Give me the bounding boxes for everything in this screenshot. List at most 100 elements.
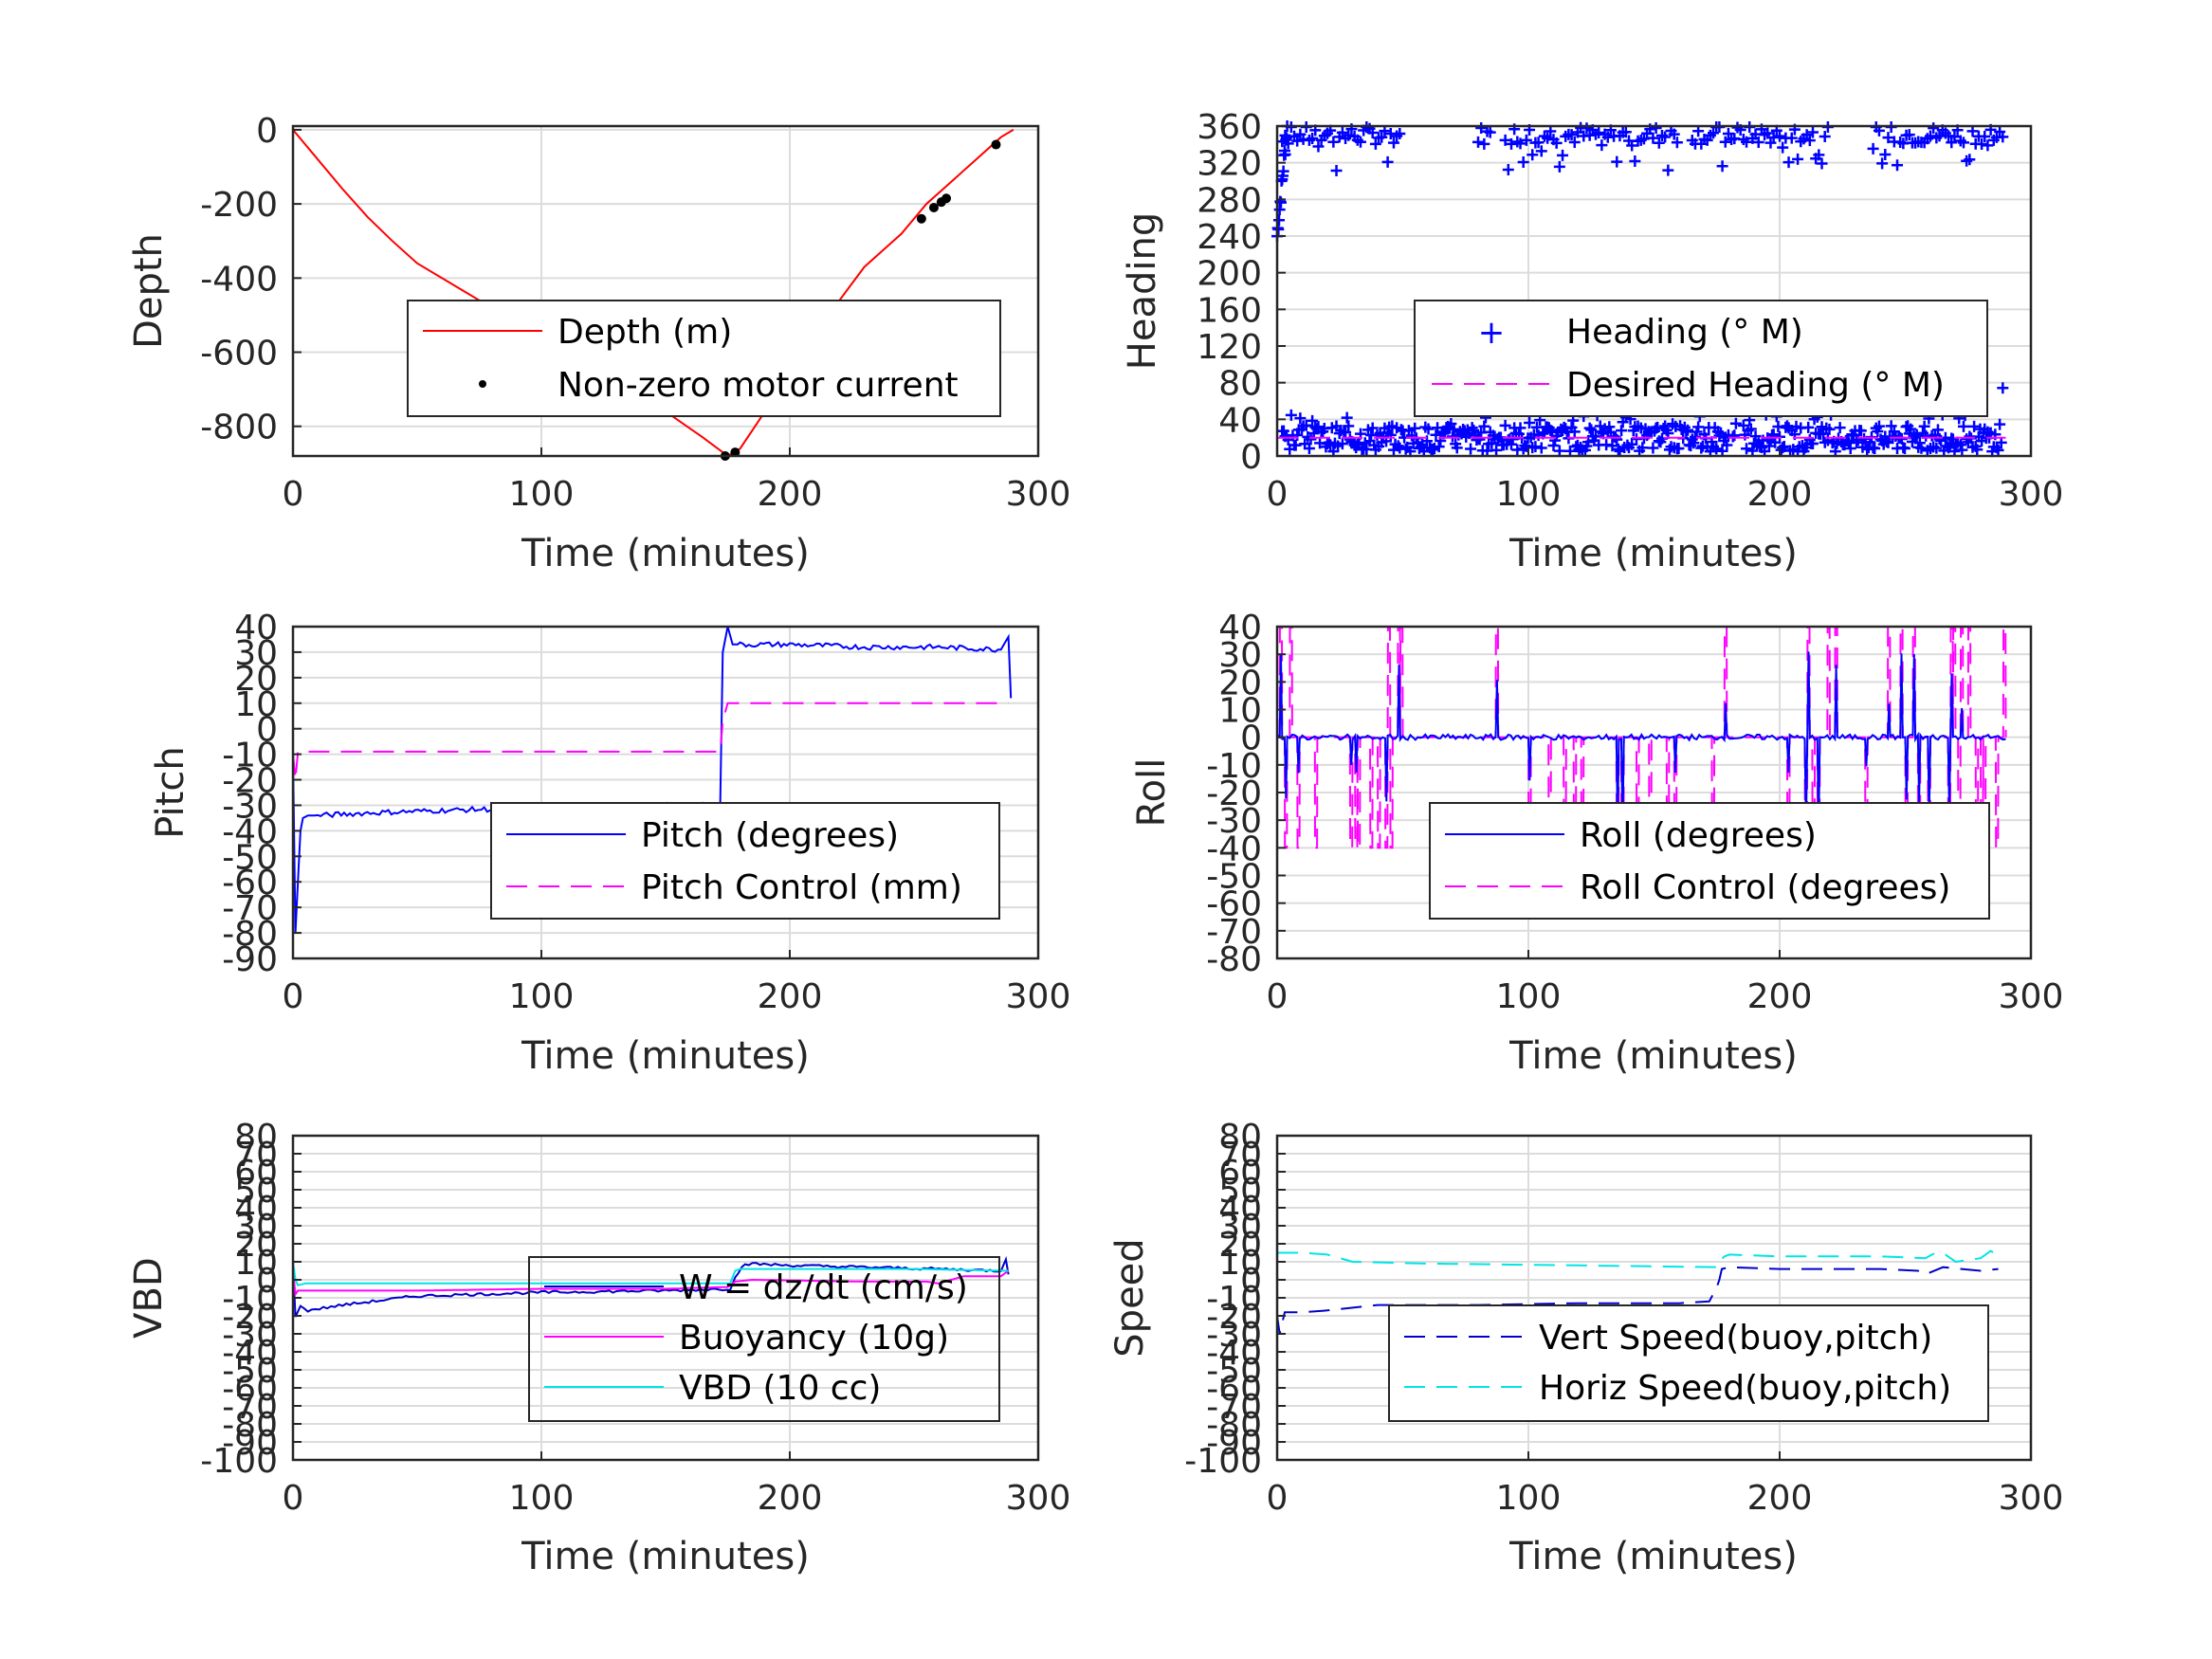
heading-point xyxy=(1671,137,1683,149)
heading-point xyxy=(1565,129,1578,141)
y-axis-label: VBD xyxy=(127,1257,171,1339)
heading-point xyxy=(1928,122,1940,135)
heading-point xyxy=(1782,156,1795,169)
heading-point xyxy=(1490,444,1503,456)
y-tick-label: 30 xyxy=(1218,1208,1262,1247)
y-tick-label: 80 xyxy=(234,1118,278,1157)
heading-point xyxy=(1746,445,1759,457)
heading-point xyxy=(1612,443,1624,455)
y-axis-label: Heading xyxy=(1121,212,1164,370)
y-tick-label: -30 xyxy=(1206,802,1262,841)
heading-point xyxy=(1913,437,1926,449)
panel-speed: 0 100 200 30080706050403020100-10-20-30-40-… xyxy=(1108,1118,2063,1578)
heading-point xyxy=(1394,127,1406,139)
y-tick-label: -30 xyxy=(222,787,278,826)
motor-current-point xyxy=(991,139,1001,150)
heading-point xyxy=(1749,430,1762,443)
legend-label-pitch: Pitch (degrees) xyxy=(641,816,899,855)
x-tick-label: 100 xyxy=(1496,475,1562,514)
y-tick-label: -40 xyxy=(1206,1334,1262,1373)
y-tick-label: 30 xyxy=(1218,636,1262,675)
heading-point xyxy=(1729,417,1742,429)
heading-point xyxy=(1688,437,1700,449)
x-tick-label: 0 xyxy=(283,977,304,1016)
heading-point xyxy=(1330,164,1343,176)
y-tick-label: 200 xyxy=(1197,255,1262,294)
heading-point xyxy=(1979,131,1991,143)
heading-point xyxy=(1341,411,1353,424)
heading-plot-marks xyxy=(1271,120,2009,458)
heading-point xyxy=(1611,433,1623,446)
heading-point xyxy=(1340,426,1352,438)
heading-point xyxy=(1930,442,1943,454)
x-tick-label: 300 xyxy=(1999,475,2064,514)
axis-ticks: 0 100 200 300 0 -200 -400 -600 -800 xyxy=(200,112,1070,514)
heading-point xyxy=(1636,442,1649,454)
heading-point xyxy=(1593,127,1605,139)
heading-point xyxy=(1300,419,1312,431)
legend-label-vert-speed: Vert Speed(buoy,pitch) xyxy=(1539,1319,1932,1358)
axes-frame xyxy=(291,625,1040,960)
heading-point xyxy=(1728,429,1741,442)
series-line-horiz-speed xyxy=(1277,1249,2002,1268)
heading-point xyxy=(1834,422,1846,434)
heading-point xyxy=(1502,163,1514,175)
heading-point xyxy=(1336,126,1348,138)
y-tick-label: 40 xyxy=(1218,401,1262,440)
heading-point xyxy=(1721,439,1733,451)
heading-point xyxy=(1855,425,1867,437)
heading-point xyxy=(1568,426,1581,438)
roll-plot-marks xyxy=(1276,626,2007,849)
heading-point xyxy=(1547,439,1560,451)
y-tick-label: 40 xyxy=(234,1190,278,1229)
heading-point xyxy=(1384,428,1397,441)
y-tick-label: -40 xyxy=(222,812,278,851)
heading-point xyxy=(1876,157,1889,170)
heading-point xyxy=(1366,422,1379,434)
heading-point xyxy=(1982,139,1994,152)
heading-point xyxy=(1785,132,1798,144)
heading-point xyxy=(1994,418,2006,430)
heading-point xyxy=(1695,442,1708,454)
heading-point xyxy=(1650,122,1662,135)
heading-point xyxy=(1291,135,1304,147)
speed-plot-marks xyxy=(1276,1249,2002,1335)
y-tick-label: -40 xyxy=(222,1334,278,1373)
y-tick-label: -20 xyxy=(222,762,278,801)
y-tick-label: -80 xyxy=(1206,1406,1262,1445)
y-tick-label: 50 xyxy=(234,1172,278,1211)
heading-point xyxy=(1478,137,1490,150)
y-tick-label: 10 xyxy=(1218,1244,1262,1283)
heading-point xyxy=(1277,165,1289,177)
legend: + Heading (° M) Desired Heading (° M) xyxy=(1414,300,1988,417)
heading-point xyxy=(1392,440,1404,452)
heading-point xyxy=(1867,142,1879,155)
y-tick-label: -10 xyxy=(1206,747,1262,786)
heading-point xyxy=(1499,134,1511,146)
heading-point xyxy=(1869,443,1881,455)
series-line-vbd xyxy=(292,1261,1009,1286)
heading-point xyxy=(1553,160,1565,173)
heading-point xyxy=(1662,164,1674,176)
heading-point xyxy=(1844,443,1856,455)
motor-current-point xyxy=(730,447,740,458)
heading-point xyxy=(1708,127,1720,139)
axis-ticks: 0 100 200 30080706050403020100-10-20-30-40-… xyxy=(1184,1118,2063,1518)
heading-point xyxy=(1882,132,1894,144)
series-line-roll-control xyxy=(1277,626,2007,849)
heading-point xyxy=(1673,442,1685,454)
heading-point xyxy=(1535,442,1547,454)
y-axis-label: Speed xyxy=(1108,1238,1152,1357)
y-tick-label: -30 xyxy=(222,1316,278,1355)
heading-point xyxy=(1557,149,1569,161)
heading-point xyxy=(1568,137,1581,149)
heading-point xyxy=(1465,443,1477,455)
heading-point xyxy=(1529,441,1542,453)
heading-point xyxy=(1956,444,1968,456)
heading-point xyxy=(1433,441,1445,453)
series-line-buoyancy xyxy=(292,1269,1010,1298)
heading-point xyxy=(1603,421,1616,433)
legend-label-pitch-control: Pitch Control (mm) xyxy=(641,868,962,907)
y-tick-label: 280 xyxy=(1197,181,1262,220)
panel-roll: 0 100 200 300403020100-10-20-30-40-50-60-70… xyxy=(1130,609,2063,1078)
